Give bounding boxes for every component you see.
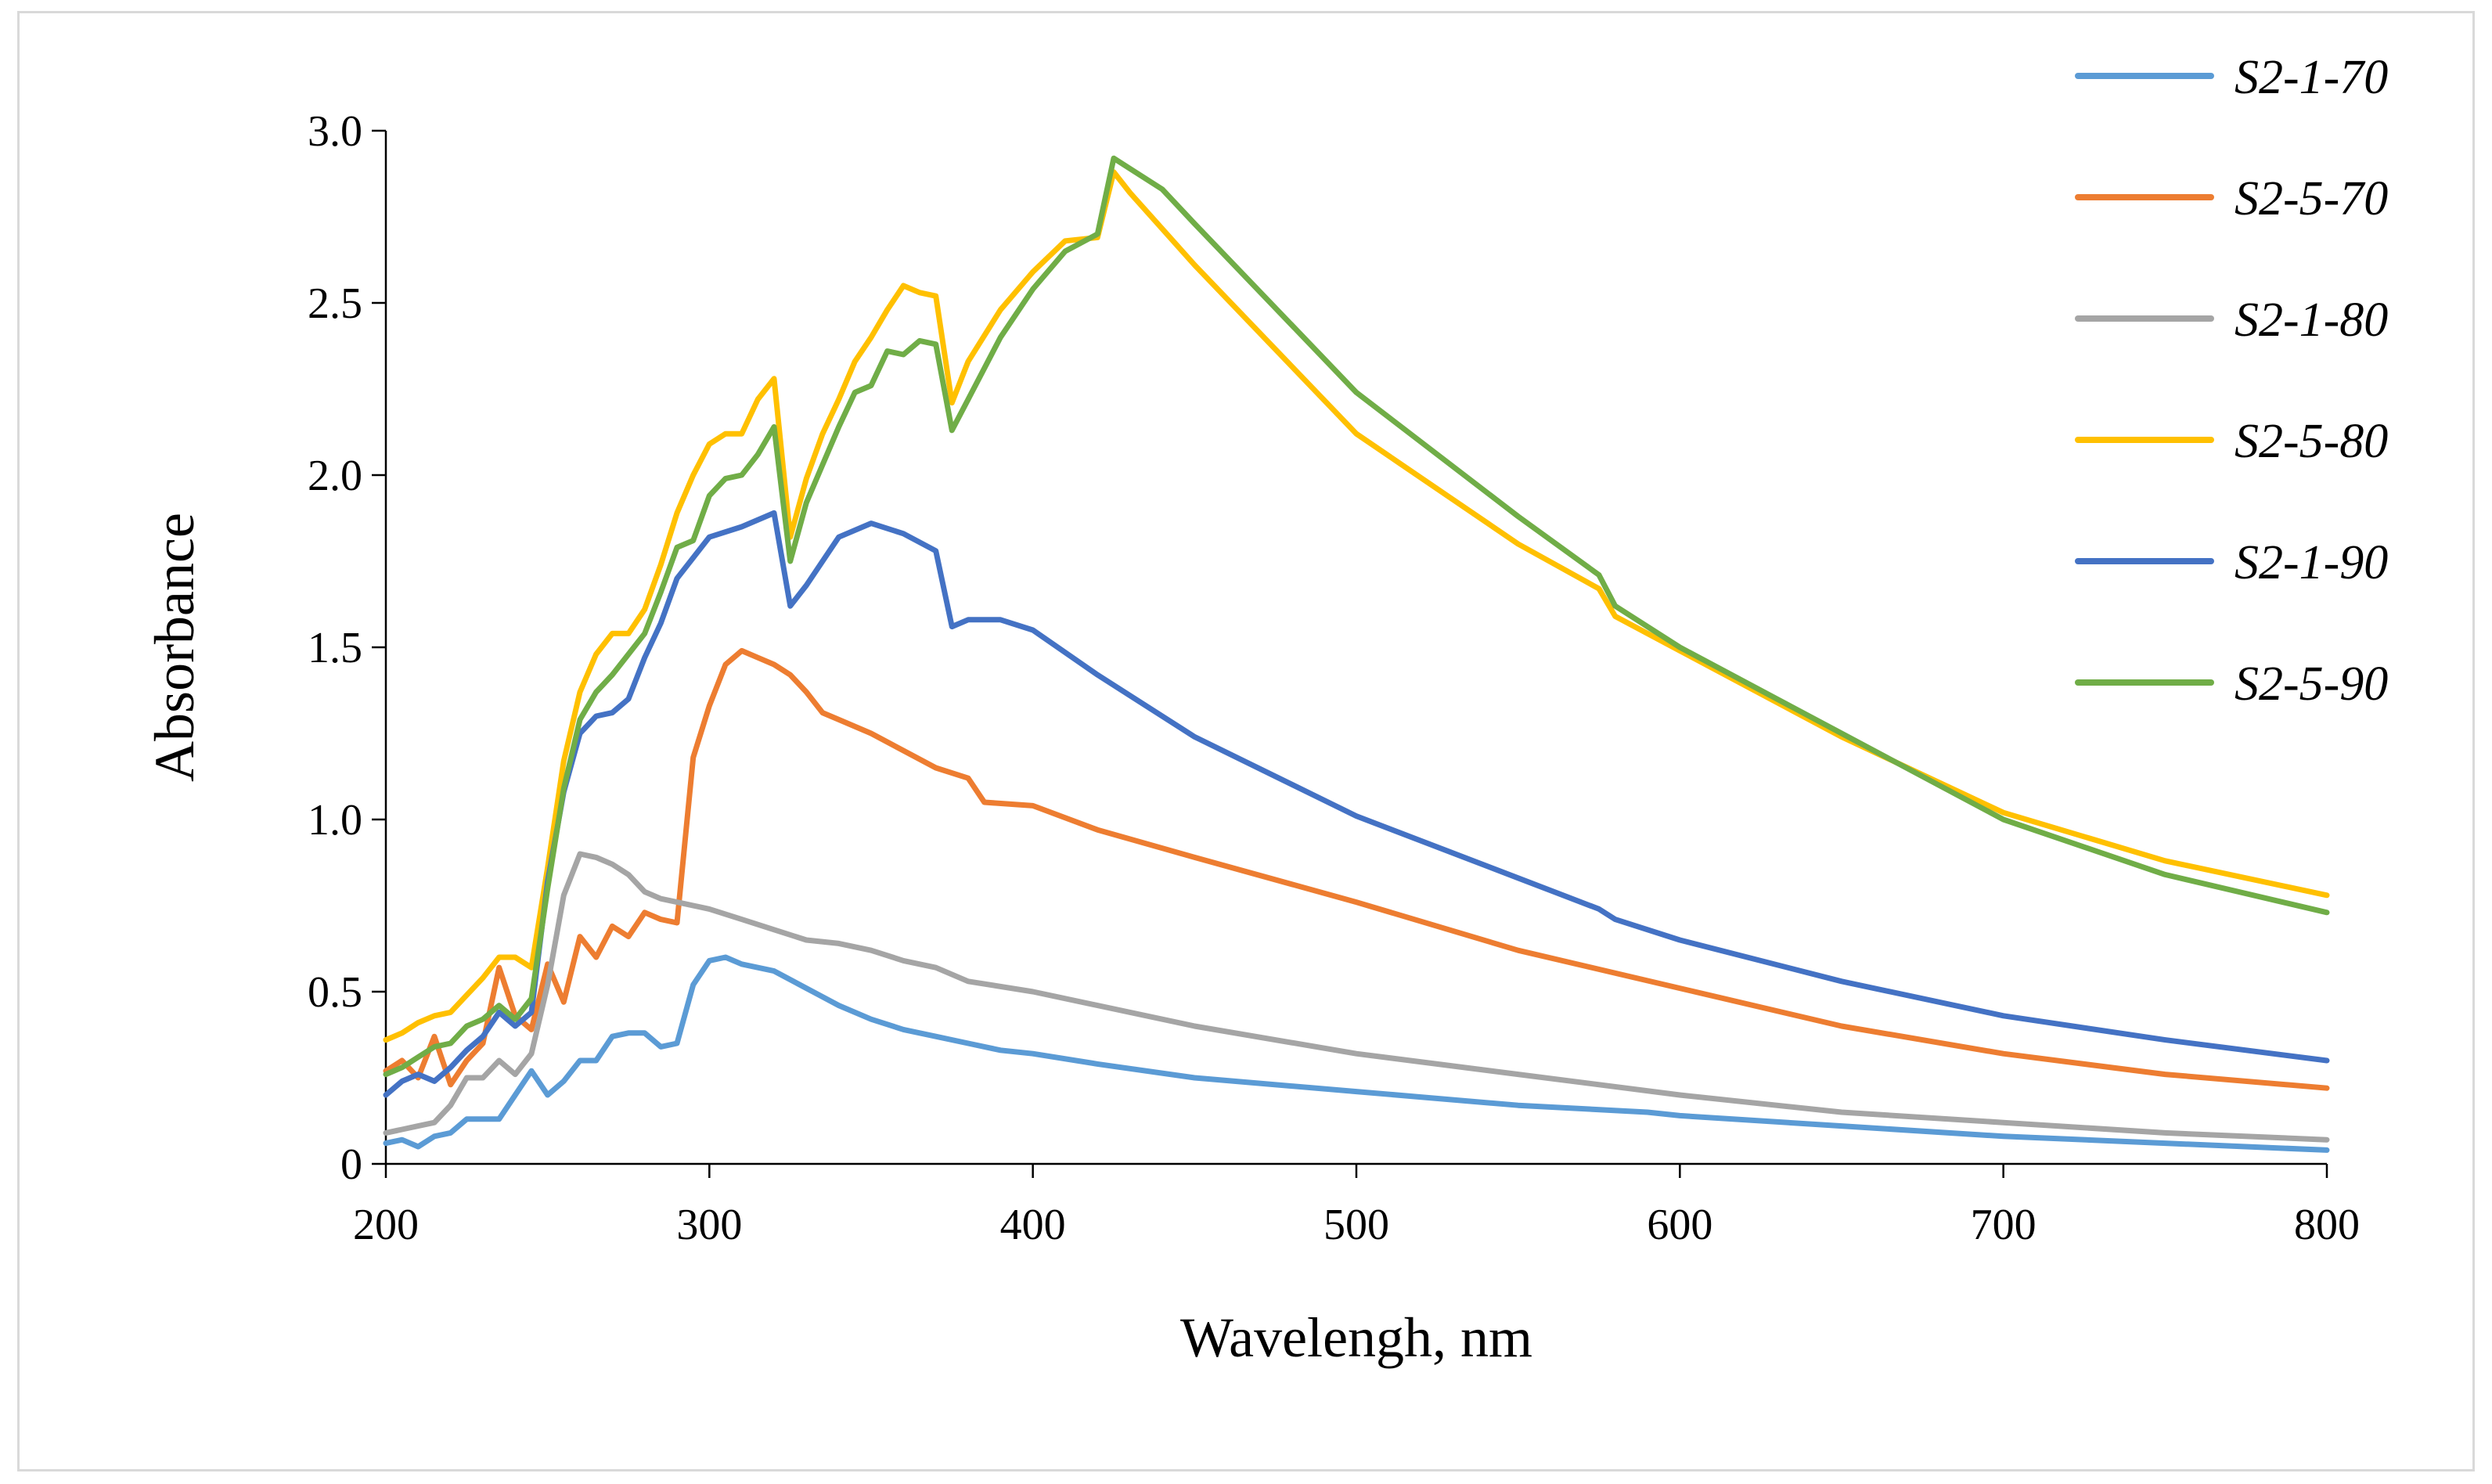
series-line-s2-1-70 (383, 954, 2330, 1153)
x-tick-label: 500 (1323, 1201, 1389, 1249)
y-tick-label: 1.5 (308, 624, 362, 672)
x-tick-label: 300 (676, 1201, 742, 1249)
x-tick-label: 800 (2294, 1201, 2360, 1249)
series-line-s2-1-80 (383, 851, 2330, 1143)
x-tick-label: 400 (1000, 1201, 1066, 1249)
chart-frame: 0 0.5 1.0 1.5 2.0 2.5 3.0 200 300 400 500 600 700 800… (17, 11, 2475, 1471)
legend-label-s2-5-70: S2-5-70 (2235, 172, 2388, 225)
series-line-s2-5-90 (383, 155, 2330, 1078)
x-tick-label: 700 (1971, 1201, 2036, 1249)
legend-label-s2-5-90: S2-5-90 (2235, 657, 2388, 711)
y-axis-title: Absorbance (143, 513, 206, 782)
legend-label-s2-5-80: S2-5-80 (2235, 415, 2388, 468)
legend-label-s2-1-80: S2-1-80 (2235, 294, 2388, 347)
y-tick-label: 0.5 (308, 968, 362, 1017)
legend-label-s2-1-70: S2-1-70 (2235, 51, 2388, 104)
y-tick-label: 1.0 (308, 796, 362, 845)
legend-label-s2-1-90: S2-1-90 (2235, 536, 2388, 589)
y-tick-label: 3.0 (308, 107, 362, 156)
y-tick-label: 2.0 (308, 452, 362, 500)
series-line-s2-5-80 (383, 169, 2330, 1043)
series-line-s2-5-70 (383, 647, 2330, 1091)
y-tick-label: 2.5 (308, 279, 362, 328)
series-line-s2-1-90 (383, 510, 2330, 1098)
x-axis-title: Wavelengh, nm (1180, 1306, 1532, 1369)
x-tick-label: 600 (1647, 1201, 1712, 1249)
x-tick-label: 200 (353, 1201, 419, 1249)
chart-svg: 0 0.5 1.0 1.5 2.0 2.5 3.0 200 300 400 500 600 700 800… (143, 51, 2388, 1369)
y-tick-label: 0 (340, 1140, 362, 1189)
